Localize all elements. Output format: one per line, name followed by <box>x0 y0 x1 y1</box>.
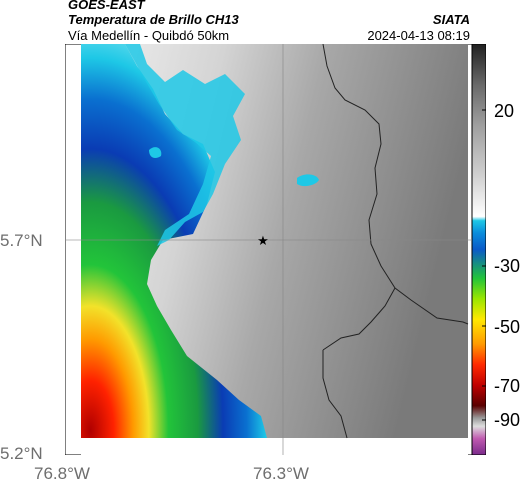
cloud-blob-cyan-2 <box>149 147 162 158</box>
route-subtitle: Vía Medellín - Quibdó 50km <box>68 28 230 43</box>
source-label: SIATA <box>432 12 470 27</box>
colorbar-tick-minus70: -70 <box>494 376 521 396</box>
colorbar-tick-minus30: -30 <box>494 256 521 276</box>
lat-tick-5.2: 5.2°N <box>0 444 43 463</box>
cold-cloud-region <box>81 44 267 438</box>
colorbar-tick-minus90: -90 <box>494 410 521 430</box>
lon-tick-76.8: 76.8°W <box>34 464 90 483</box>
boundary-line <box>322 44 469 439</box>
cloud-edge-cyan <box>125 44 245 246</box>
colorbar-fill <box>472 44 486 455</box>
satellite-map: ★ <box>65 44 472 455</box>
bottom-band <box>81 438 468 455</box>
colorbar-tick-20: 20 <box>494 101 515 121</box>
lon-tick-76.3: 76.3°W <box>253 464 309 483</box>
colorbar <box>472 44 486 455</box>
star-icon: ★ <box>257 234 269 249</box>
datetime-label: 2024-04-13 08:19 <box>367 28 470 43</box>
cloud-blob-cyan <box>297 174 319 187</box>
lat-tick-5.7: 5.7°N <box>0 231 43 250</box>
satellite-label: GOES-EAST <box>68 0 145 12</box>
product-title: Temperatura de Brillo CH13 <box>68 12 239 27</box>
colorbar-ticks <box>482 109 486 421</box>
colorbar-tick-minus50: -50 <box>494 317 521 337</box>
